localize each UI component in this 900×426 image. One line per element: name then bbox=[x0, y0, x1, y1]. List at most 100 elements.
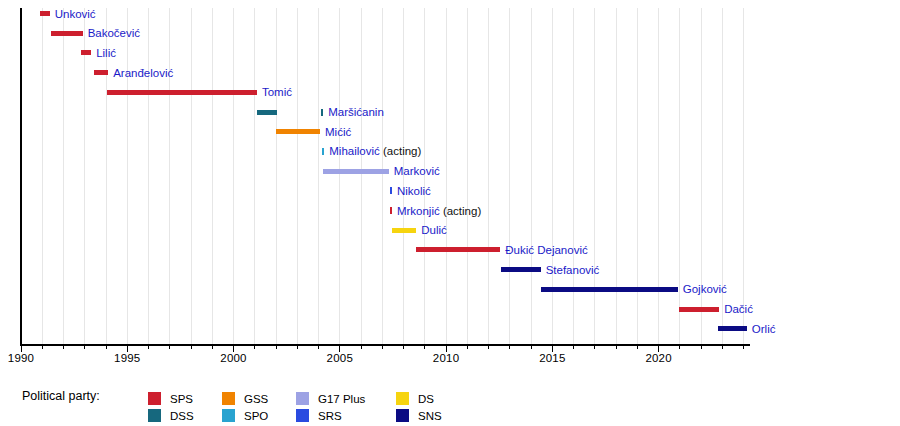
timeline-bar-unković bbox=[40, 11, 50, 16]
acting-suffix: (acting) bbox=[440, 205, 482, 217]
timeline-bar-bakočević bbox=[51, 31, 83, 36]
gridline-1997 bbox=[169, 8, 170, 345]
axis-tick-2013 bbox=[509, 345, 510, 349]
axis-tick-2001 bbox=[254, 345, 255, 349]
row-label-mićić[interactable]: Mićić bbox=[325, 125, 351, 139]
axis-tick-2016 bbox=[573, 345, 574, 349]
axis-tick-2008 bbox=[403, 345, 404, 349]
legend-item-label-ds: DS bbox=[418, 393, 434, 405]
axis-tick-2000 bbox=[233, 345, 234, 352]
timeline-bar-mićić bbox=[276, 129, 320, 134]
person-name[interactable]: Mihailović bbox=[329, 145, 380, 157]
legend-item-label-spo: SPO bbox=[244, 410, 268, 422]
gridline-1995 bbox=[127, 8, 128, 345]
gridline-2017 bbox=[594, 8, 595, 345]
axis-tick-2023 bbox=[722, 345, 723, 349]
axis-tick-2012 bbox=[488, 345, 489, 349]
person-name[interactable]: Maršićanin bbox=[328, 106, 384, 118]
person-name[interactable]: Đukić Dejanović bbox=[505, 244, 587, 256]
axis-tick-1991 bbox=[42, 345, 43, 349]
row-label-unković[interactable]: Unković bbox=[55, 7, 96, 21]
axis-tick-2014 bbox=[531, 345, 532, 349]
legend-item-label-sns: SNS bbox=[418, 410, 442, 422]
timeline-bar-đukić-dejanović bbox=[416, 247, 500, 252]
gridline-1999 bbox=[212, 8, 213, 345]
legend-swatch-srs bbox=[296, 409, 309, 422]
person-name[interactable]: Marković bbox=[394, 165, 440, 177]
gridline-1998 bbox=[191, 8, 192, 345]
row-label-maršićanin[interactable]: Maršićanin bbox=[328, 105, 384, 119]
axis-tick-1999 bbox=[212, 345, 213, 349]
axis-year-label-2020: 2020 bbox=[637, 352, 681, 364]
row-label-aranđelović[interactable]: Aranđelović bbox=[113, 66, 173, 80]
x-axis bbox=[20, 344, 750, 346]
person-name[interactable]: Mrkonjić bbox=[397, 205, 440, 217]
legend-swatch-gss bbox=[222, 392, 235, 405]
timeline-bar-lilić bbox=[81, 50, 92, 55]
axis-year-label-2005: 2005 bbox=[318, 352, 362, 364]
person-name[interactable]: Bakočević bbox=[88, 27, 140, 39]
axis-tick-2021 bbox=[679, 345, 680, 349]
axis-tick-1997 bbox=[169, 345, 170, 349]
gridline-2021 bbox=[679, 8, 680, 345]
axis-year-label-2010: 2010 bbox=[424, 352, 468, 364]
row-label-mrkonjić[interactable]: Mrkonjić (acting) bbox=[397, 204, 481, 218]
gridline-2016 bbox=[573, 8, 574, 345]
timeline-bar-orlić bbox=[718, 326, 747, 331]
gridline-2015 bbox=[552, 8, 553, 345]
legend-item-label-g17-plus: G17 Plus bbox=[318, 393, 365, 405]
row-label-đukić-dejanović[interactable]: Đukić Dejanović bbox=[505, 243, 587, 257]
axis-tick-2022 bbox=[701, 345, 702, 349]
row-label-tomić[interactable]: Tomić bbox=[262, 85, 292, 99]
person-name[interactable]: Orlić bbox=[752, 323, 776, 335]
legend-swatch-dss bbox=[148, 409, 161, 422]
axis-tick-2007 bbox=[382, 345, 383, 349]
person-name[interactable]: Gojković bbox=[683, 283, 727, 295]
axis-tick-2024 bbox=[743, 345, 744, 349]
axis-tick-2019 bbox=[637, 345, 638, 349]
row-label-orlić[interactable]: Orlić bbox=[752, 322, 776, 336]
axis-year-label-1995: 1995 bbox=[105, 352, 149, 364]
axis-year-label-1990: 1990 bbox=[0, 352, 43, 364]
person-name[interactable]: Mićić bbox=[325, 126, 351, 138]
timeline-bar-tomić bbox=[107, 90, 257, 95]
row-label-bakočević[interactable]: Bakočević bbox=[88, 26, 140, 40]
gridline-2010 bbox=[446, 8, 447, 345]
person-name[interactable]: Lilić bbox=[96, 47, 116, 59]
person-name[interactable]: Dačić bbox=[724, 303, 753, 315]
timeline-bar-maršićanin bbox=[257, 110, 277, 115]
timeline-bar-stefanović bbox=[501, 267, 540, 272]
gridline-2024 bbox=[743, 8, 744, 345]
gridline-2019 bbox=[637, 8, 638, 345]
person-name[interactable]: Tomić bbox=[262, 86, 292, 98]
legend-item-label-gss: GSS bbox=[244, 393, 268, 405]
person-name[interactable]: Dulić bbox=[421, 224, 447, 236]
axis-tick-2003 bbox=[297, 345, 298, 349]
row-label-mihailović[interactable]: Mihailović (acting) bbox=[329, 144, 421, 158]
axis-tick-2010 bbox=[446, 345, 447, 352]
row-label-marković[interactable]: Marković bbox=[394, 164, 440, 178]
timeline-bar-dačić bbox=[679, 307, 719, 312]
gridline-2007 bbox=[382, 8, 383, 345]
row-label-dulić[interactable]: Dulić bbox=[421, 223, 447, 237]
gridline-2002 bbox=[276, 8, 277, 345]
row-label-gojković[interactable]: Gojković bbox=[683, 282, 727, 296]
axis-tick-2020 bbox=[658, 345, 659, 352]
gridline-2004 bbox=[318, 8, 319, 345]
person-name[interactable]: Stefanović bbox=[546, 264, 600, 276]
row-label-nikolić[interactable]: Nikolić bbox=[397, 184, 431, 198]
person-name[interactable]: Aranđelović bbox=[113, 67, 173, 79]
row-label-dačić[interactable]: Dačić bbox=[724, 302, 753, 316]
axis-tick-2015 bbox=[552, 345, 553, 352]
axis-tick-1996 bbox=[148, 345, 149, 349]
row-label-lilić[interactable]: Lilić bbox=[96, 46, 116, 60]
axis-tick-2017 bbox=[594, 345, 595, 349]
gridline-1993 bbox=[84, 8, 85, 345]
gridline-1992 bbox=[63, 8, 64, 345]
gridline-1996 bbox=[148, 8, 149, 345]
gridline-2003 bbox=[297, 8, 298, 345]
gridline-2006 bbox=[361, 8, 362, 345]
row-label-stefanović[interactable]: Stefanović bbox=[546, 263, 600, 277]
person-name[interactable]: Unković bbox=[55, 8, 96, 20]
person-name[interactable]: Nikolić bbox=[397, 185, 431, 197]
